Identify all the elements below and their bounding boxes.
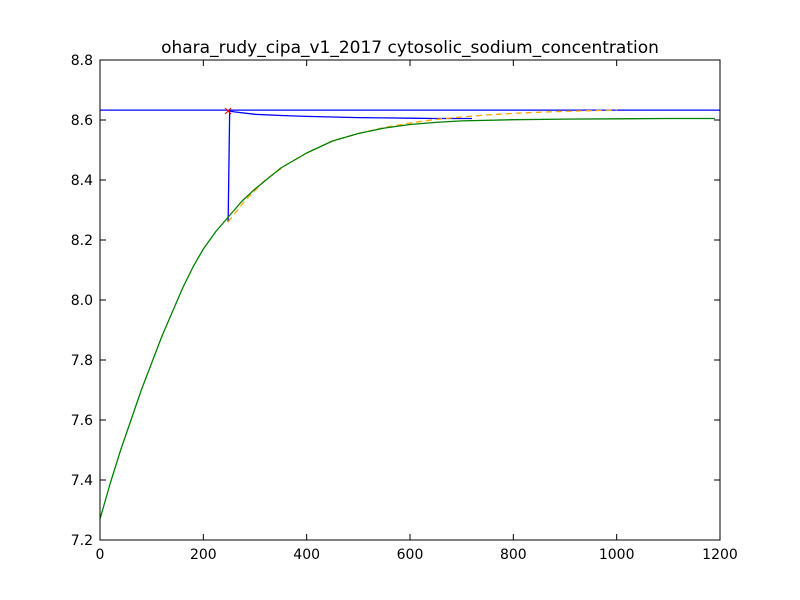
x-tick-label: 0 xyxy=(96,547,105,563)
y-tick-label: 7.4 xyxy=(71,473,93,489)
series-line-1 xyxy=(227,110,472,223)
y-tick-label: 8.8 xyxy=(71,53,93,69)
plot-area: 0 200 400 600 800 1000 1200 7.2 7.4 7.6 7.8 8.0 8.2 8… xyxy=(71,53,738,563)
x-tick-label: 1000 xyxy=(599,547,635,563)
y-tick-label: 7.6 xyxy=(71,413,93,429)
x-tick-label: 1200 xyxy=(702,547,738,563)
x-tick-label: 200 xyxy=(190,547,217,563)
series-group xyxy=(100,109,720,520)
chart-title: ohara_rudy_cipa_v1_2017 cytosolic_sodium… xyxy=(161,38,659,58)
marker-stroke xyxy=(224,107,232,115)
y-tick-label: 7.8 xyxy=(71,353,93,369)
x-tick-label: 400 xyxy=(293,547,320,563)
y-tick-label: 8.6 xyxy=(71,113,93,129)
y-tick-label: 8.0 xyxy=(71,293,93,309)
series-line-3 xyxy=(100,117,715,520)
y-tick-label: 8.4 xyxy=(71,173,93,189)
x-tick-label: 600 xyxy=(397,547,424,563)
y-tick-label: 8.2 xyxy=(71,233,93,249)
x-tick-label: 800 xyxy=(500,547,527,563)
marker-0 xyxy=(224,107,232,115)
y-tick-label: 7.2 xyxy=(71,533,93,549)
